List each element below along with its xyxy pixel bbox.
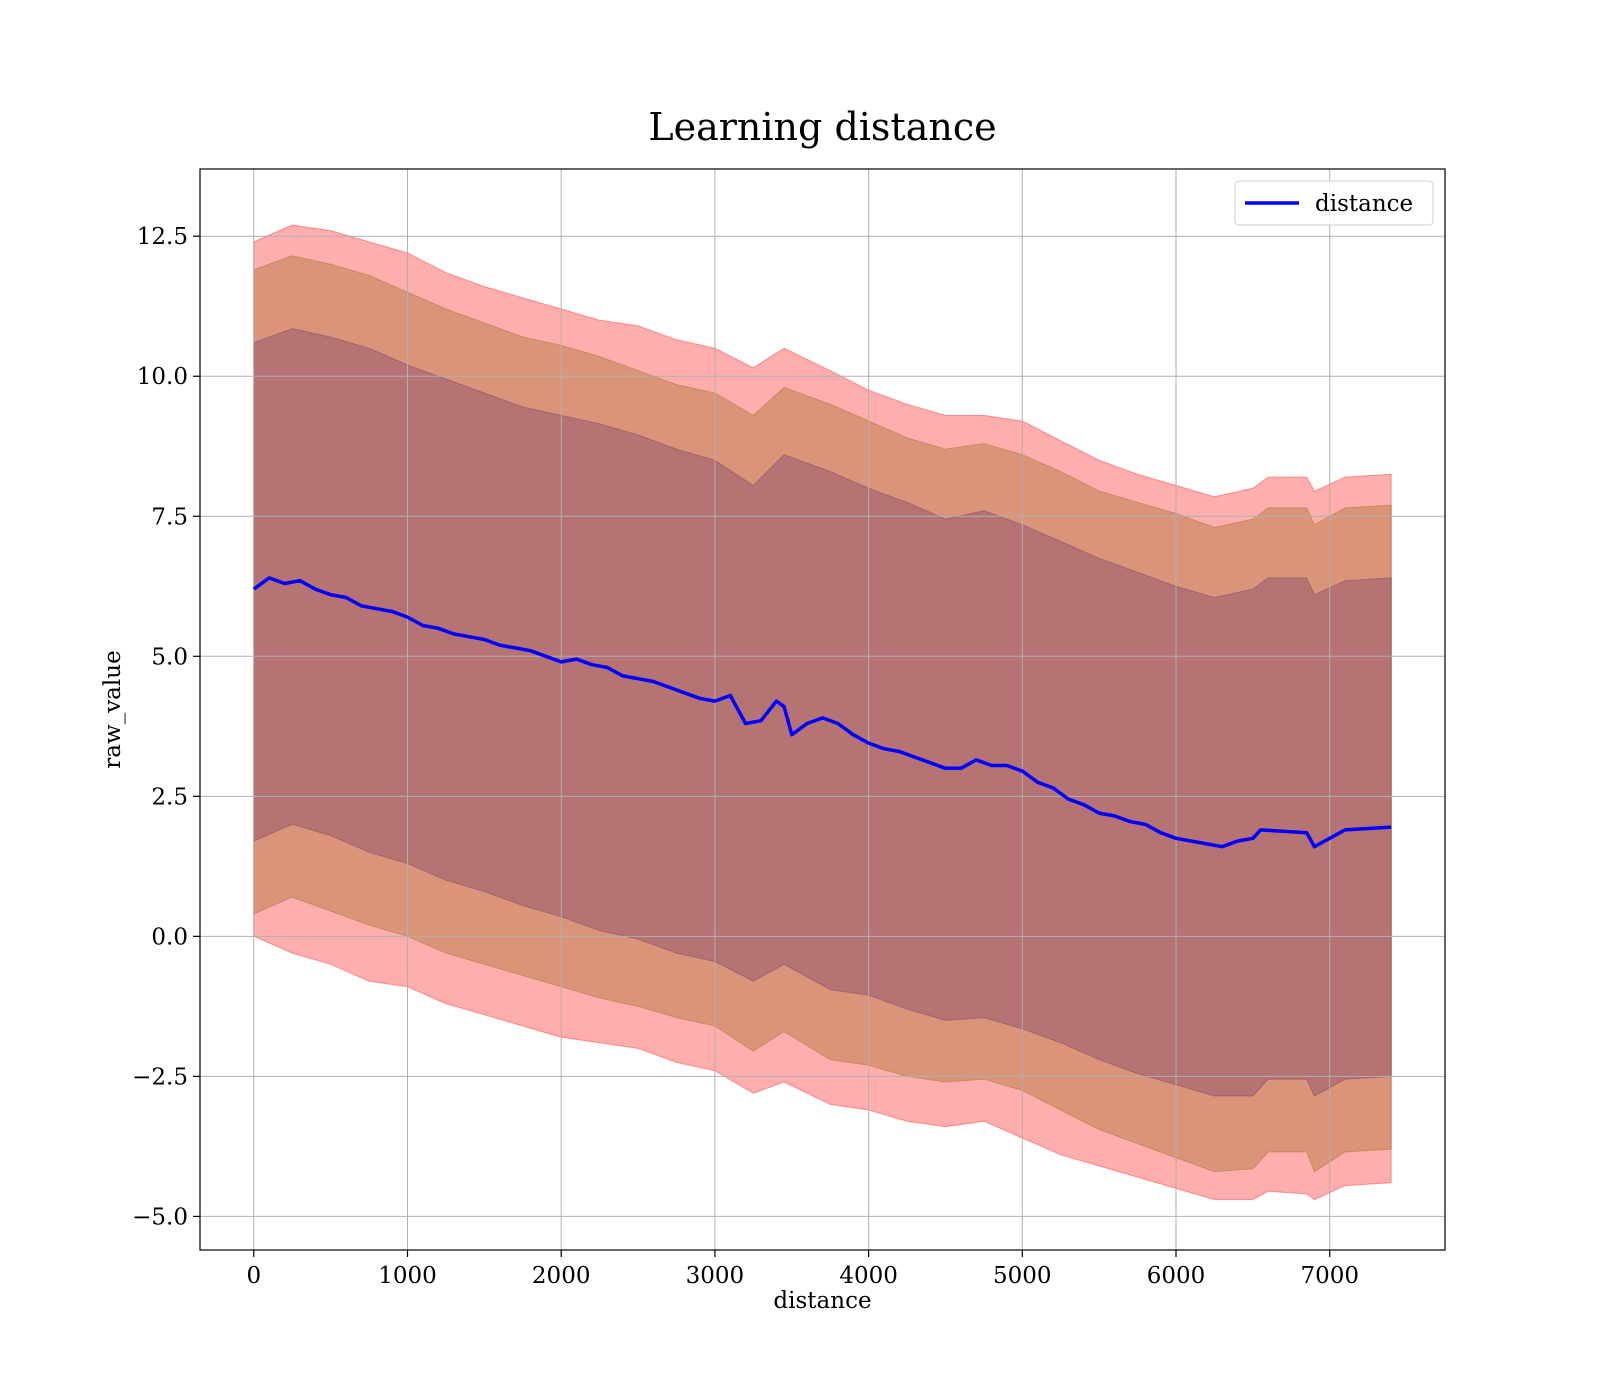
y-tick-label: 0.0 xyxy=(151,924,188,950)
legend-box xyxy=(1234,180,1434,226)
x-tick-label: 0 xyxy=(246,1263,261,1289)
x-tick-label: 7000 xyxy=(1300,1263,1359,1289)
x-tick-label: 3000 xyxy=(686,1263,745,1289)
x-tick-label: 1000 xyxy=(378,1263,437,1289)
band-outer xyxy=(253,224,1392,1201)
x-tick-label: 5000 xyxy=(993,1263,1052,1289)
x-tick-label: 6000 xyxy=(1147,1263,1206,1289)
ticks-layer: 0 1000 2000 3000 4000 5000 6000 7000 −5.0 −2.5 0.0… xyxy=(132,224,1359,1289)
x-tick-label: 2000 xyxy=(532,1263,591,1289)
line-layer xyxy=(252,576,1392,849)
grid-layer xyxy=(200,169,1445,1250)
legend-label-distance: distance xyxy=(1315,191,1413,217)
y-tick-label: 12.5 xyxy=(137,224,188,250)
series-line-distance xyxy=(252,576,1392,849)
y-tick-label: −2.5 xyxy=(132,1064,188,1090)
y-tick-label: −5.0 xyxy=(132,1204,188,1230)
plot-frame xyxy=(199,168,1446,1251)
band-middle xyxy=(253,255,1392,1173)
y-axis-label: raw_value xyxy=(100,650,126,768)
y-tick-label: 5.0 xyxy=(151,644,188,670)
bands-layer xyxy=(253,224,1392,1201)
y-tick-label: 7.5 xyxy=(151,504,188,530)
chart-title: Learning distance xyxy=(648,105,996,149)
y-tick-label: 2.5 xyxy=(151,784,188,810)
x-axis-label: distance xyxy=(773,1288,871,1314)
y-tick-label: 10.0 xyxy=(137,364,188,390)
legend: distance xyxy=(1234,180,1434,226)
x-tick-label: 4000 xyxy=(839,1263,898,1289)
